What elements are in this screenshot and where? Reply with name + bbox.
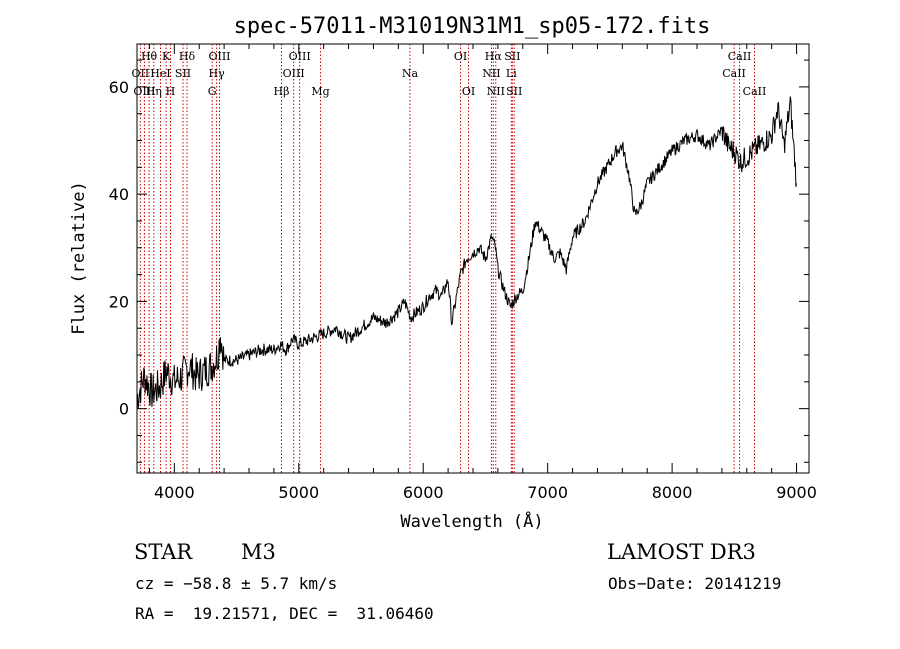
- spectral-line-label-5: Hη: [146, 85, 162, 98]
- spectral-line-label-0: Hθ: [141, 50, 158, 63]
- spectral-line-label-13: OIII: [283, 67, 305, 80]
- spectral-line-labels: Hθ OII OIII K HeI Hη SII H Hδ OIII Hγ G OIII OIII Hβ Mg…: [132, 50, 767, 98]
- spectral-line-markers: [139, 44, 755, 473]
- spectral-line-label-21: NII: [482, 67, 500, 80]
- spectral-line-label-11: G: [208, 85, 217, 98]
- spectral-line-label-15: Mg: [311, 85, 329, 98]
- axis-ticks: 4000 5000 6000 7000 8000 9000 0 20 40 60: [109, 44, 817, 502]
- plot-frame: [136, 43, 810, 474]
- spectral-line-label-25: CaII: [728, 50, 752, 63]
- coordinates: RA = 19.21571, DEC = 31.06460: [135, 604, 434, 623]
- spectral-line-label-8: Hδ: [179, 50, 196, 63]
- spectral-line-label-14: Hβ: [274, 85, 290, 98]
- y-tick-label-0: 0: [119, 400, 129, 419]
- spectral-line-label-9: OIII: [208, 50, 230, 63]
- x-tick-label-9000: 9000: [776, 483, 817, 502]
- spectral-line-label-12: OIII: [289, 50, 311, 63]
- survey-name: LAMOST DR3: [607, 540, 756, 564]
- spectral-line-label-19: Hα: [485, 50, 503, 63]
- spectral-line-label-1: OII: [132, 67, 150, 80]
- chart-title: spec-57011-M31019N31M1_sp05-172.fits: [234, 14, 711, 39]
- spectral-line-label-18: OI: [462, 85, 475, 98]
- spectral-line-label-7: H: [166, 85, 176, 98]
- object-subclass: M3: [241, 540, 276, 564]
- spectral-line-label-6: SII: [175, 67, 191, 80]
- x-tick-label-6000: 6000: [403, 483, 444, 502]
- object-class: STAR: [134, 540, 193, 564]
- redshift-value: cz = −58.8 ± 5.7 km/s: [135, 574, 338, 593]
- observation-date: Obs−Date: 20141219: [608, 574, 782, 593]
- y-tick-label-40: 40: [109, 185, 129, 204]
- x-tick-label-8000: 8000: [652, 483, 693, 502]
- x-axis-label: Wavelength (Å): [400, 510, 543, 532]
- spectral-line-label-16: Na: [402, 67, 419, 80]
- y-tick-label-20: 20: [109, 292, 129, 311]
- spectral-line-label-26: CaII: [722, 67, 746, 80]
- spectral-line-label-2: OIII: [133, 85, 155, 98]
- y-axis-label: Flux (relative): [69, 181, 89, 335]
- spectral-line-label-3: K: [162, 50, 171, 63]
- x-tick-label-7000: 7000: [527, 483, 568, 502]
- y-tick-label-60: 60: [109, 78, 129, 97]
- spectral-line-label-10: Hγ: [209, 67, 226, 80]
- x-tick-label-4000: 4000: [154, 483, 195, 502]
- spectral-line-label-4: HeI: [150, 67, 170, 80]
- spectral-line-label-24: SII: [506, 85, 522, 98]
- spectral-line-label-22: Li: [506, 67, 517, 80]
- spectral-line-label-20: SII: [504, 50, 520, 63]
- spectrum-series: [136, 96, 798, 409]
- x-tick-label-5000: 5000: [278, 483, 319, 502]
- spectral-line-label-17: OI: [454, 50, 467, 63]
- spectral-line-label-23: NII: [487, 85, 505, 98]
- spectral-line-label-27: CaII: [743, 85, 767, 98]
